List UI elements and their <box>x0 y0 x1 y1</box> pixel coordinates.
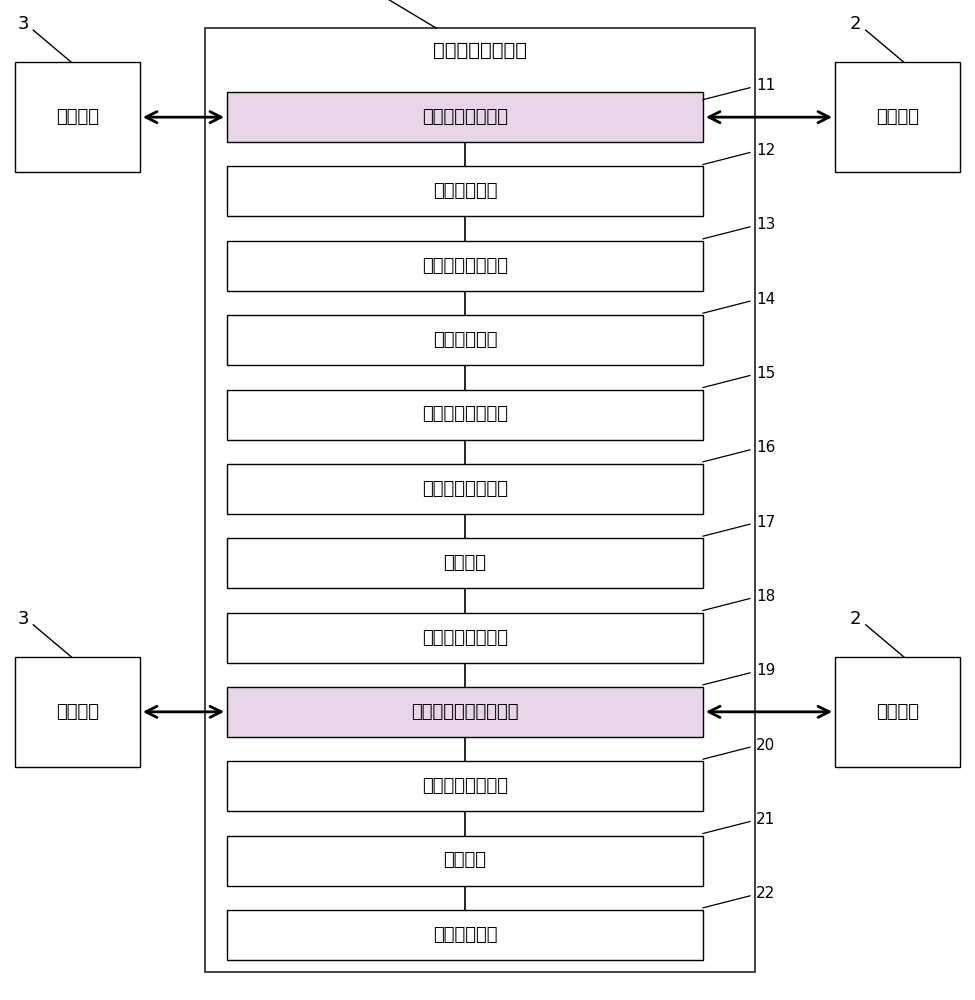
Text: 终端设备: 终端设备 <box>56 108 99 126</box>
Bar <box>205 28 755 972</box>
Text: 任务生成单元: 任务生成单元 <box>433 182 497 200</box>
Text: 16: 16 <box>756 440 775 455</box>
Text: 11: 11 <box>756 78 775 93</box>
Bar <box>227 166 703 216</box>
Bar <box>835 657 960 767</box>
Text: 18: 18 <box>756 589 775 604</box>
Text: 分发单元: 分发单元 <box>444 852 487 870</box>
Bar <box>227 910 703 960</box>
Bar <box>15 657 140 767</box>
Text: 14: 14 <box>756 292 775 307</box>
Text: 20: 20 <box>756 738 775 753</box>
Text: 移动终端: 移动终端 <box>876 703 919 721</box>
Bar <box>227 687 703 737</box>
Bar <box>227 464 703 514</box>
Text: 19: 19 <box>756 663 775 678</box>
Bar <box>227 389 703 440</box>
Text: 3: 3 <box>18 610 29 628</box>
Bar <box>227 612 703 662</box>
Text: 物流配送管理装置: 物流配送管理装置 <box>433 40 527 60</box>
Text: 2: 2 <box>850 15 862 33</box>
Text: 结束时间接收单元: 结束时间接收单元 <box>422 629 508 647</box>
Text: 订单信息接收单元: 订单信息接收单元 <box>422 108 508 126</box>
Text: 2: 2 <box>850 610 862 628</box>
Text: 起始时间接收单元: 起始时间接收单元 <box>422 480 508 498</box>
Bar <box>227 92 703 142</box>
Bar <box>227 241 703 291</box>
Text: 1: 1 <box>372 0 384 2</box>
Bar <box>15 62 140 172</box>
Bar <box>227 836 703 886</box>
Bar <box>227 315 703 365</box>
Bar <box>227 761 703 811</box>
Text: 21: 21 <box>756 812 775 827</box>
Text: 任务分配单元: 任务分配单元 <box>433 331 497 349</box>
Text: 监控单元: 监控单元 <box>444 554 487 572</box>
Text: 22: 22 <box>756 886 775 901</box>
Bar <box>835 62 960 172</box>
Text: 终端设备: 终端设备 <box>56 703 99 721</box>
Text: 最佳路线计算单元: 最佳路线计算单元 <box>422 257 508 275</box>
Text: 3: 3 <box>18 15 29 33</box>
Text: 配送效率计算单元: 配送效率计算单元 <box>422 777 508 795</box>
Text: 最佳路线发送单元: 最佳路线发送单元 <box>422 406 508 424</box>
Text: 12: 12 <box>756 143 775 158</box>
Text: 丢单处理单元: 丢单处理单元 <box>433 926 497 944</box>
Text: 17: 17 <box>756 515 775 530</box>
Text: 15: 15 <box>756 366 775 381</box>
Text: 13: 13 <box>756 217 775 232</box>
Bar <box>227 538 703 588</box>
Text: 移动终端: 移动终端 <box>876 108 919 126</box>
Text: 配送效率参数计算单元: 配送效率参数计算单元 <box>411 703 519 721</box>
